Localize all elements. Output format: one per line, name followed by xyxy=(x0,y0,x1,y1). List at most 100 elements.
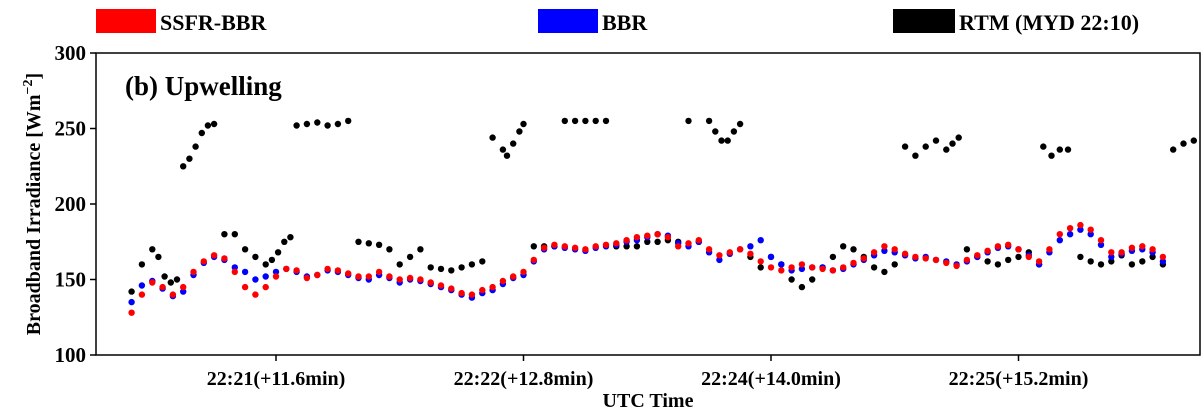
point-ssfr-bbr xyxy=(1015,246,1022,253)
point-ssfr-bbr xyxy=(448,285,455,292)
point-ssfr-bbr xyxy=(901,250,909,257)
point-rtm-myd-22-10 xyxy=(241,246,249,253)
point-rtm-myd-22-10 xyxy=(417,246,424,253)
legend-swatch-ssfr-bbr xyxy=(96,9,156,33)
point-ssfr-bbr xyxy=(736,246,744,253)
point-rtm-myd-22-10 xyxy=(516,128,523,135)
point-ssfr-bbr xyxy=(530,256,537,264)
point-bbr xyxy=(1108,253,1115,261)
point-ssfr-bbr xyxy=(922,255,929,262)
point-ssfr-bbr xyxy=(1056,231,1064,238)
point-rtm-myd-22-10 xyxy=(633,243,641,250)
point-ssfr-bbr xyxy=(974,252,981,259)
point-rtm-myd-22-10 xyxy=(712,128,719,135)
point-rtm-myd-22-10 xyxy=(1108,258,1115,265)
point-ssfr-bbr xyxy=(788,264,795,271)
point-ssfr-bbr xyxy=(458,289,465,297)
point-ssfr-bbr xyxy=(943,259,950,267)
point-ssfr-bbr xyxy=(571,244,579,251)
point-rtm-myd-22-10 xyxy=(922,143,929,150)
point-ssfr-bbr xyxy=(221,255,228,262)
point-bbr xyxy=(716,256,723,264)
point-rtm-myd-22-10 xyxy=(932,137,940,144)
point-rtm-myd-22-10 xyxy=(186,155,193,162)
point-ssfr-bbr xyxy=(778,267,785,274)
point-rtm-myd-22-10 xyxy=(375,241,383,248)
point-ssfr-bbr xyxy=(427,279,434,286)
point-rtm-myd-22-10 xyxy=(949,140,956,147)
point-ssfr-bbr xyxy=(365,273,372,280)
point-rtm-myd-22-10 xyxy=(437,265,445,273)
point-rtm-myd-22-10 xyxy=(1180,140,1187,147)
point-rtm-myd-22-10 xyxy=(468,261,476,268)
point-ssfr-bbr xyxy=(169,291,177,298)
point-rtm-myd-22-10 xyxy=(829,253,837,261)
point-rtm-myd-22-10 xyxy=(809,276,816,283)
point-rtm-myd-22-10 xyxy=(314,119,321,126)
point-ssfr-bbr xyxy=(262,283,269,291)
point-rtm-myd-22-10 xyxy=(303,120,311,128)
point-ssfr-bbr xyxy=(540,244,548,251)
point-rtm-myd-22-10 xyxy=(891,261,898,268)
point-ssfr-bbr xyxy=(149,279,156,286)
x-tick-label: 22:21(+11.6min) xyxy=(207,368,346,390)
point-rtm-myd-22-10 xyxy=(571,117,579,125)
point-bbr xyxy=(767,253,775,261)
point-bbr xyxy=(757,237,764,244)
point-rtm-myd-22-10 xyxy=(204,122,212,129)
point-ssfr-bbr xyxy=(850,259,857,267)
point-rtm-myd-22-10 xyxy=(458,264,465,271)
point-rtm-myd-22-10 xyxy=(644,238,651,245)
point-ssfr-bbr xyxy=(592,243,599,250)
point-rtm-myd-22-10 xyxy=(192,143,199,150)
point-rtm-myd-22-10 xyxy=(718,137,725,144)
point-ssfr-bbr xyxy=(561,243,568,250)
point-bbr xyxy=(262,273,269,280)
point-ssfr-bbr xyxy=(984,247,991,254)
point-bbr xyxy=(1077,226,1084,233)
point-rtm-myd-22-10 xyxy=(1097,261,1105,268)
legend: SSFR-BBR BBR RTM (MYD 22:10) xyxy=(96,9,1139,35)
point-ssfr-bbr xyxy=(963,256,971,264)
point-rtm-myd-22-10 xyxy=(943,146,950,153)
y-tick-label: 200 xyxy=(55,192,87,216)
point-ssfr-bbr xyxy=(1149,246,1156,253)
point-rtm-myd-22-10 xyxy=(685,117,692,125)
point-ssfr-bbr xyxy=(582,246,589,253)
point-ssfr-bbr xyxy=(303,274,311,282)
point-ssfr-bbr xyxy=(798,261,806,268)
point-bbr xyxy=(272,268,280,276)
panel-label: (b) Upwelling xyxy=(125,71,282,101)
point-ssfr-bbr xyxy=(716,252,723,259)
y-tick-label: 250 xyxy=(55,117,87,141)
point-rtm-myd-22-10 xyxy=(1087,258,1094,265)
point-rtm-myd-22-10 xyxy=(1139,258,1146,265)
point-rtm-myd-22-10 xyxy=(912,152,919,159)
point-ssfr-bbr xyxy=(613,240,620,247)
legend-label-rtm: RTM (MYD 22:10) xyxy=(959,10,1139,35)
point-ssfr-bbr xyxy=(1025,253,1033,261)
point-rtm-myd-22-10 xyxy=(198,129,205,137)
data-points xyxy=(128,117,1198,316)
point-rtm-myd-22-10 xyxy=(210,120,218,128)
point-ssfr-bbr xyxy=(551,241,558,248)
point-ssfr-bbr xyxy=(1097,237,1105,244)
point-ssfr-bbr xyxy=(1128,244,1136,251)
point-rtm-myd-22-10 xyxy=(602,117,610,125)
y-tick-label: 300 xyxy=(55,41,87,65)
point-bbr xyxy=(180,288,187,295)
point-bbr xyxy=(778,261,785,268)
point-bbr xyxy=(138,282,146,289)
point-bbr xyxy=(252,276,259,283)
point-rtm-myd-22-10 xyxy=(582,117,589,125)
point-ssfr-bbr xyxy=(912,253,919,261)
point-ssfr-bbr xyxy=(324,265,331,273)
point-ssfr-bbr xyxy=(1005,241,1012,248)
point-rtm-myd-22-10 xyxy=(1056,146,1064,153)
point-ssfr-bbr xyxy=(1077,221,1084,229)
point-ssfr-bbr xyxy=(272,273,280,280)
y-axis-title-sup: −2 xyxy=(21,79,36,94)
point-bbr xyxy=(231,264,238,271)
point-rtm-myd-22-10 xyxy=(149,246,156,253)
point-rtm-myd-22-10 xyxy=(479,258,486,265)
